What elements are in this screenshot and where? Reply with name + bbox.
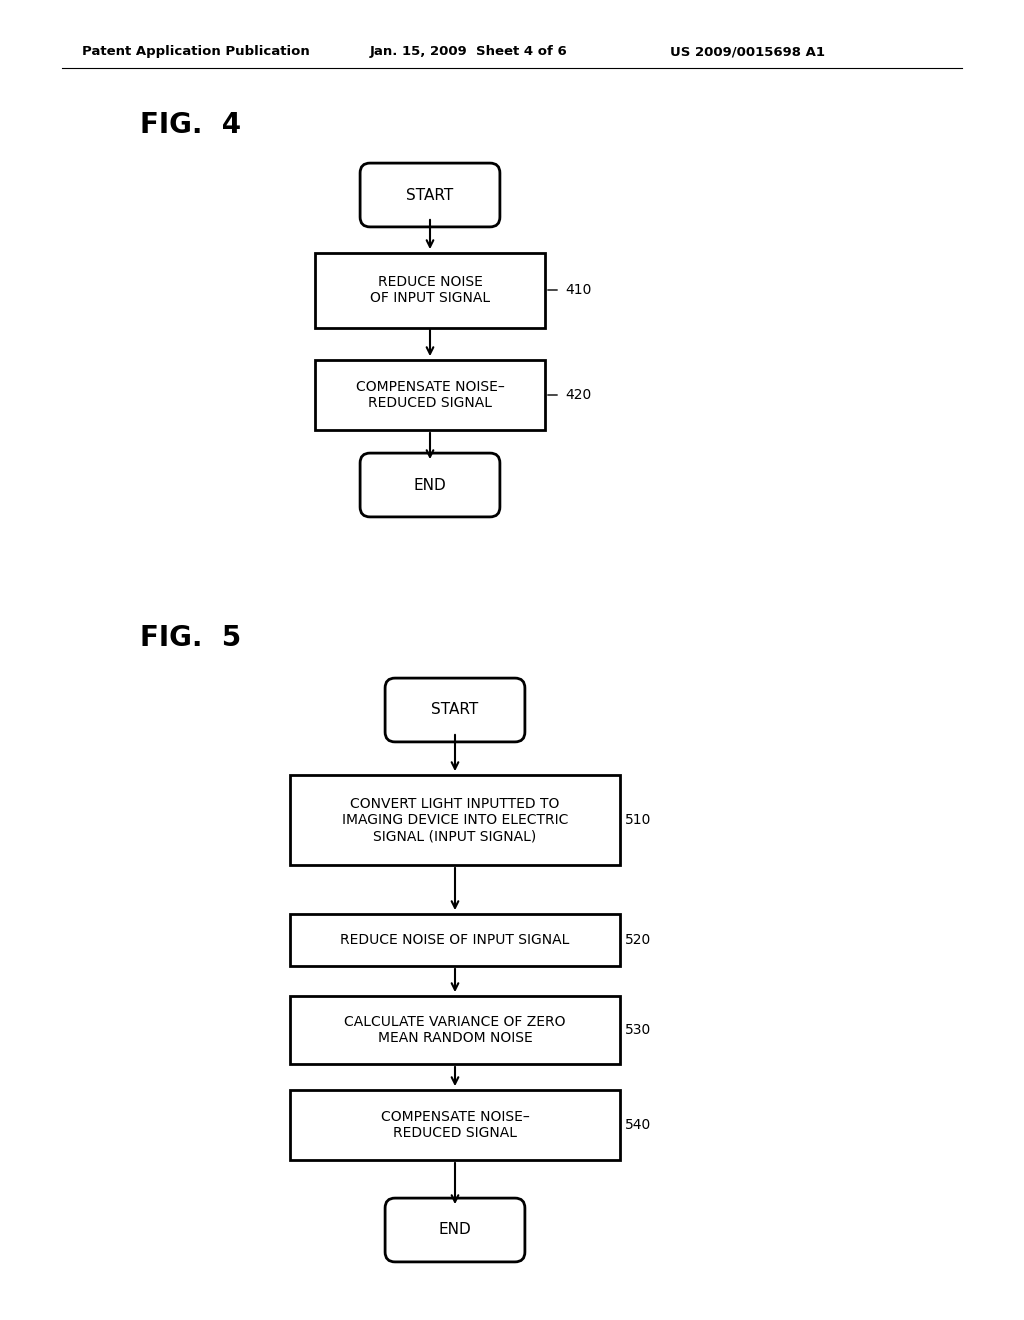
Text: US 2009/0015698 A1: US 2009/0015698 A1 xyxy=(670,45,825,58)
FancyBboxPatch shape xyxy=(290,1090,620,1160)
Text: START: START xyxy=(407,187,454,202)
Text: 520: 520 xyxy=(625,933,651,946)
Text: Patent Application Publication: Patent Application Publication xyxy=(82,45,309,58)
Text: COMPENSATE NOISE–
REDUCED SIGNAL: COMPENSATE NOISE– REDUCED SIGNAL xyxy=(355,380,505,411)
FancyBboxPatch shape xyxy=(315,252,545,327)
FancyBboxPatch shape xyxy=(385,678,525,742)
FancyBboxPatch shape xyxy=(290,913,620,966)
Text: COMPENSATE NOISE–
REDUCED SIGNAL: COMPENSATE NOISE– REDUCED SIGNAL xyxy=(381,1110,529,1140)
Text: START: START xyxy=(431,702,478,718)
FancyBboxPatch shape xyxy=(290,997,620,1064)
Text: FIG.  5: FIG. 5 xyxy=(140,624,242,652)
Text: Jan. 15, 2009  Sheet 4 of 6: Jan. 15, 2009 Sheet 4 of 6 xyxy=(370,45,567,58)
Text: END: END xyxy=(438,1222,471,1238)
Text: 530: 530 xyxy=(625,1023,651,1038)
Text: CALCULATE VARIANCE OF ZERO
MEAN RANDOM NOISE: CALCULATE VARIANCE OF ZERO MEAN RANDOM N… xyxy=(344,1015,565,1045)
FancyBboxPatch shape xyxy=(290,775,620,865)
Text: 510: 510 xyxy=(625,813,651,828)
Text: 420: 420 xyxy=(565,388,591,403)
FancyBboxPatch shape xyxy=(385,1199,525,1262)
Text: CONVERT LIGHT INPUTTED TO
IMAGING DEVICE INTO ELECTRIC
SIGNAL (INPUT SIGNAL): CONVERT LIGHT INPUTTED TO IMAGING DEVICE… xyxy=(342,797,568,843)
Text: 410: 410 xyxy=(565,282,592,297)
Text: REDUCE NOISE OF INPUT SIGNAL: REDUCE NOISE OF INPUT SIGNAL xyxy=(340,933,569,946)
Text: FIG.  4: FIG. 4 xyxy=(140,111,241,139)
FancyBboxPatch shape xyxy=(360,453,500,517)
Text: END: END xyxy=(414,478,446,492)
FancyBboxPatch shape xyxy=(315,360,545,430)
FancyBboxPatch shape xyxy=(360,164,500,227)
Text: 540: 540 xyxy=(625,1118,651,1133)
Text: REDUCE NOISE
OF INPUT SIGNAL: REDUCE NOISE OF INPUT SIGNAL xyxy=(370,275,490,305)
